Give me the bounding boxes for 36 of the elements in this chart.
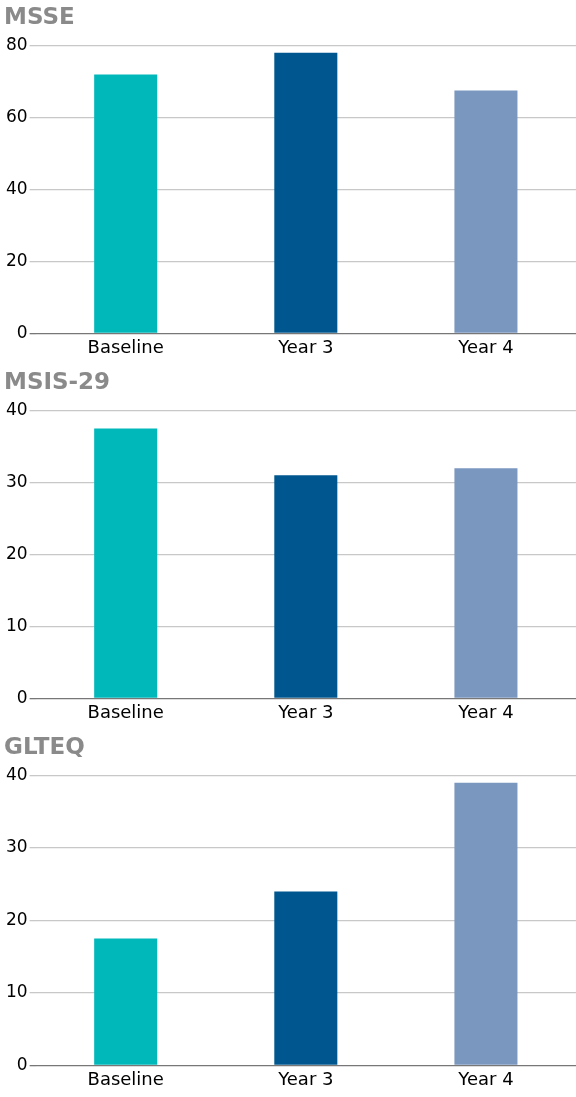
x-tick-label: Year 3 bbox=[277, 700, 334, 722]
y-tick-label: 40 bbox=[5, 177, 28, 198]
y-tick-label: 20 bbox=[5, 249, 28, 270]
chart-title: MSIS-29 bbox=[4, 367, 111, 394]
y-tick-label: 80 bbox=[5, 34, 28, 55]
bar bbox=[274, 475, 338, 698]
chart-title: MSSE bbox=[4, 2, 75, 29]
y-tick-label: 0 bbox=[16, 686, 28, 707]
y-tick-label: 60 bbox=[5, 105, 28, 126]
y-tick-label: 20 bbox=[5, 908, 28, 929]
chart-title: GLTEQ bbox=[4, 732, 85, 759]
y-tick-label: 30 bbox=[5, 470, 28, 491]
y-tick-label: 0 bbox=[16, 321, 28, 342]
bar bbox=[94, 938, 158, 1065]
x-tick-label: Year 4 bbox=[457, 335, 514, 357]
x-tick-label: Baseline bbox=[87, 335, 164, 357]
bar bbox=[454, 782, 518, 1065]
y-tick-label: 40 bbox=[5, 764, 28, 785]
x-tick-label: Year 3 bbox=[277, 1067, 334, 1089]
bar bbox=[94, 74, 158, 333]
y-tick-label: 30 bbox=[5, 836, 28, 857]
x-tick-label: Year 4 bbox=[457, 1067, 514, 1089]
x-tick-label: Baseline bbox=[87, 700, 164, 722]
y-tick-label: 10 bbox=[5, 614, 28, 635]
x-tick-label: Baseline bbox=[87, 1067, 164, 1089]
y-tick-label: 10 bbox=[5, 981, 28, 1002]
x-tick-label: Year 4 bbox=[457, 700, 514, 722]
x-tick-label: Year 3 bbox=[277, 335, 334, 357]
bar bbox=[454, 90, 518, 333]
bar bbox=[274, 891, 338, 1065]
y-tick-label: 40 bbox=[5, 399, 28, 420]
y-tick-label: 20 bbox=[5, 542, 28, 563]
bar bbox=[94, 428, 158, 698]
bar bbox=[454, 468, 518, 698]
y-tick-label: 0 bbox=[16, 1053, 28, 1074]
bar bbox=[274, 52, 338, 333]
